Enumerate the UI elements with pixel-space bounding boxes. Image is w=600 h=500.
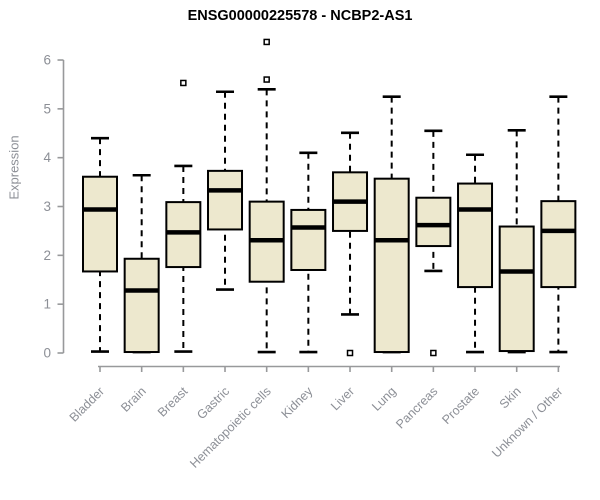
y-tick-label: 1 bbox=[43, 297, 51, 312]
y-tick-label: 2 bbox=[43, 248, 51, 263]
y-tick-label: 6 bbox=[43, 53, 51, 68]
box-lung bbox=[373, 95, 410, 354]
x-tick-label-pancreas: Pancreas bbox=[393, 384, 440, 431]
iqr-box bbox=[207, 169, 244, 231]
iqr-box bbox=[290, 208, 327, 271]
x-tick-label-bladder: Bladder bbox=[67, 384, 107, 424]
y-tick-label: 3 bbox=[43, 199, 51, 214]
x-tick-label-gastric: Gastric bbox=[194, 384, 232, 422]
chart-title: ENSG00000225578 - NCBP2-AS1 bbox=[187, 8, 413, 24]
outlier-point bbox=[180, 79, 187, 87]
outlier-point bbox=[263, 38, 270, 46]
outlier-point bbox=[263, 76, 270, 83]
box-gastric bbox=[207, 90, 244, 291]
outlier-point bbox=[346, 349, 354, 357]
x-tick-label-unknown-other: Unknown / Other bbox=[489, 384, 565, 460]
box-breast bbox=[165, 79, 202, 353]
x-tick-label-breast: Breast bbox=[155, 384, 191, 420]
x-tick-label-hematopoietic-cells: Hematopoietic cells bbox=[187, 384, 274, 471]
y-tick-label: 4 bbox=[43, 150, 51, 165]
iqr-box bbox=[82, 175, 118, 273]
outlier-point bbox=[430, 349, 437, 357]
box-unknown-other bbox=[540, 95, 577, 354]
y-tick-label: 0 bbox=[43, 346, 51, 361]
box-hematopoietic-cells bbox=[248, 38, 285, 354]
y-tick-label: 5 bbox=[43, 101, 51, 116]
x-tick-label-liver: Liver bbox=[328, 384, 357, 413]
iqr-box bbox=[498, 225, 535, 353]
iqr-box bbox=[373, 177, 410, 354]
box-brain bbox=[123, 173, 160, 354]
x-tick-label-lung: Lung bbox=[369, 384, 399, 414]
iqr-box bbox=[457, 182, 494, 289]
x-tick-label-prostate: Prostate bbox=[439, 384, 482, 427]
box-kidney bbox=[290, 151, 327, 354]
iqr-box bbox=[123, 257, 160, 354]
x-tick-label-kidney: Kidney bbox=[279, 384, 316, 421]
iqr-box bbox=[415, 196, 452, 248]
box-bladder bbox=[82, 136, 118, 353]
box-liver bbox=[332, 131, 369, 357]
box-skin bbox=[498, 129, 535, 354]
iqr-box bbox=[540, 200, 577, 289]
x-tick-label-skin: Skin bbox=[497, 384, 524, 411]
box-prostate bbox=[457, 153, 494, 354]
box-pancreas bbox=[415, 129, 452, 357]
x-tick-label-brain: Brain bbox=[118, 384, 149, 415]
